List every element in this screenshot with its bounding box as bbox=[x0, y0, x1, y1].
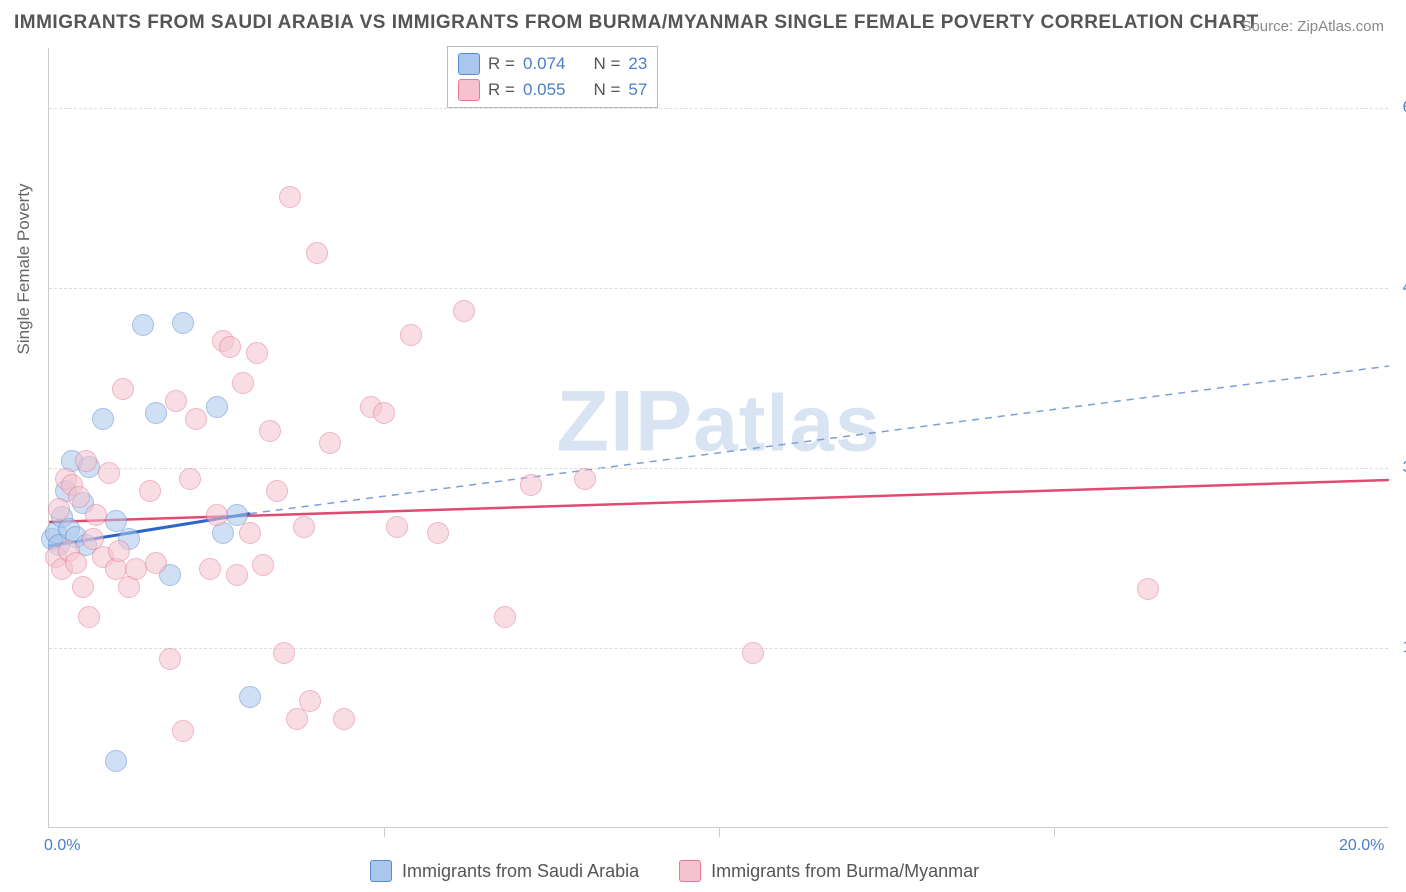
x-tick bbox=[1054, 827, 1055, 837]
data-point bbox=[65, 552, 87, 574]
y-tick-label: 60.0% bbox=[1403, 99, 1406, 117]
chart-container: IMMIGRANTS FROM SAUDI ARABIA VS IMMIGRAN… bbox=[0, 0, 1406, 892]
data-point bbox=[145, 402, 167, 424]
data-point bbox=[386, 516, 408, 538]
data-point bbox=[273, 642, 295, 664]
n-label: N = bbox=[593, 80, 620, 100]
x-tick bbox=[719, 827, 720, 837]
data-point bbox=[293, 516, 315, 538]
data-point bbox=[219, 336, 241, 358]
data-point bbox=[453, 300, 475, 322]
data-point bbox=[159, 648, 181, 670]
data-point bbox=[172, 720, 194, 742]
legend-series-item: Immigrants from Burma/Myanmar bbox=[679, 860, 979, 882]
data-point bbox=[172, 312, 194, 334]
data-point bbox=[112, 378, 134, 400]
trend-lines-svg bbox=[49, 48, 1388, 827]
data-point bbox=[279, 186, 301, 208]
watermark-atlas: atlas bbox=[693, 378, 880, 467]
grid-line bbox=[49, 468, 1388, 469]
data-point bbox=[286, 708, 308, 730]
data-point bbox=[319, 432, 341, 454]
data-point bbox=[145, 552, 167, 574]
data-point bbox=[98, 462, 120, 484]
watermark-zip: ZIP bbox=[556, 373, 693, 469]
data-point bbox=[165, 390, 187, 412]
data-point bbox=[108, 540, 130, 562]
data-point bbox=[742, 642, 764, 664]
legend-series-label: Immigrants from Burma/Myanmar bbox=[711, 861, 979, 882]
data-point bbox=[206, 396, 228, 418]
data-point bbox=[82, 528, 104, 550]
data-point bbox=[252, 554, 274, 576]
r-value: 0.055 bbox=[523, 80, 566, 100]
data-point bbox=[92, 408, 114, 430]
data-point bbox=[185, 408, 207, 430]
n-label: N = bbox=[593, 54, 620, 74]
y-tick-label: 45.0% bbox=[1403, 279, 1406, 297]
data-point bbox=[226, 564, 248, 586]
legend-swatch bbox=[679, 860, 701, 882]
data-point bbox=[68, 486, 90, 508]
grid-line bbox=[49, 648, 1388, 649]
data-point bbox=[72, 576, 94, 598]
n-value: 57 bbox=[628, 80, 647, 100]
data-point bbox=[266, 480, 288, 502]
trend-line bbox=[250, 366, 1389, 514]
data-point bbox=[239, 686, 261, 708]
data-point bbox=[306, 242, 328, 264]
y-tick-label: 30.0% bbox=[1403, 459, 1406, 477]
r-label: R = bbox=[488, 80, 515, 100]
data-point bbox=[333, 708, 355, 730]
data-point bbox=[78, 606, 100, 628]
legend-correlation: R = 0.074 N = 23 R = 0.055 N = 57 bbox=[447, 46, 658, 108]
legend-swatch bbox=[370, 860, 392, 882]
legend-stat-row: R = 0.074 N = 23 bbox=[458, 51, 647, 77]
n-value: 23 bbox=[628, 54, 647, 74]
legend-series-label: Immigrants from Saudi Arabia bbox=[402, 861, 639, 882]
data-point bbox=[85, 504, 107, 526]
legend-swatch bbox=[458, 79, 480, 101]
data-point bbox=[373, 402, 395, 424]
legend-stat-row: R = 0.055 N = 57 bbox=[458, 77, 647, 103]
r-value: 0.074 bbox=[523, 54, 566, 74]
chart-title: IMMIGRANTS FROM SAUDI ARABIA VS IMMIGRAN… bbox=[14, 12, 1259, 34]
grid-line bbox=[49, 288, 1388, 289]
data-point bbox=[239, 522, 261, 544]
source-label: Source: ZipAtlas.com bbox=[1241, 18, 1384, 35]
x-tick-label: 20.0% bbox=[1339, 837, 1384, 855]
legend-series-item: Immigrants from Saudi Arabia bbox=[370, 860, 639, 882]
data-point bbox=[199, 558, 221, 580]
watermark: ZIPatlas bbox=[556, 372, 880, 471]
data-point bbox=[132, 314, 154, 336]
r-label: R = bbox=[488, 54, 515, 74]
y-axis-title: Single Female Poverty bbox=[14, 183, 34, 354]
x-tick-label: 0.0% bbox=[44, 837, 80, 855]
data-point bbox=[246, 342, 268, 364]
data-point bbox=[494, 606, 516, 628]
data-point bbox=[259, 420, 281, 442]
data-point bbox=[427, 522, 449, 544]
y-tick-label: 15.0% bbox=[1403, 639, 1406, 657]
data-point bbox=[206, 504, 228, 526]
grid-line bbox=[49, 108, 1388, 109]
data-point bbox=[105, 750, 127, 772]
data-point bbox=[75, 450, 97, 472]
data-point bbox=[125, 558, 147, 580]
x-tick bbox=[384, 827, 385, 837]
plot-area: ZIPatlas 15.0%30.0%45.0%60.0%0.0%20.0% bbox=[48, 48, 1388, 828]
legend-series: Immigrants from Saudi Arabia Immigrants f… bbox=[370, 860, 979, 882]
data-point bbox=[520, 474, 542, 496]
data-point bbox=[139, 480, 161, 502]
trend-line bbox=[49, 480, 1389, 522]
data-point bbox=[179, 468, 201, 490]
data-point bbox=[48, 498, 70, 520]
legend-swatch bbox=[458, 53, 480, 75]
data-point bbox=[232, 372, 254, 394]
data-point bbox=[400, 324, 422, 346]
data-point bbox=[1137, 578, 1159, 600]
data-point bbox=[299, 690, 321, 712]
data-point bbox=[574, 468, 596, 490]
